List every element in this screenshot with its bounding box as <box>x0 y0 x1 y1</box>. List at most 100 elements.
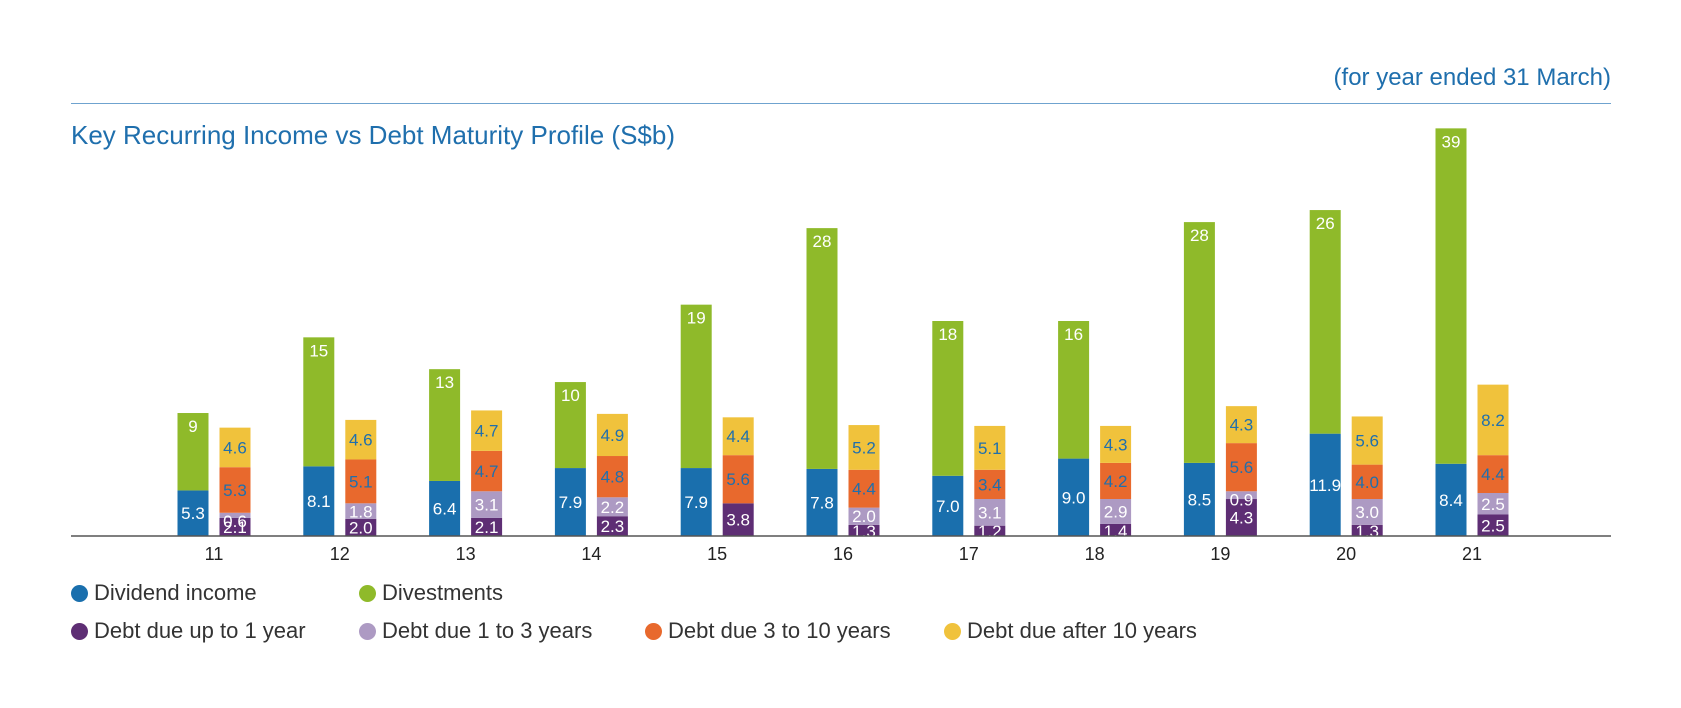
bar-debt-due-3-to-10-years-16 <box>848 469 880 508</box>
data-label-divestments-18: 16 <box>1064 325 1083 344</box>
x-tick-label-18: 18 <box>1085 544 1105 564</box>
data-label-debt-due-after-10-years-19: 4.3 <box>1230 416 1254 435</box>
x-tick-label-14: 14 <box>581 544 601 564</box>
bar-debt-due-3-to-10-years-13 <box>471 450 503 492</box>
data-label-debt-due-3-to-10-years-19: 5.6 <box>1230 458 1254 477</box>
bar-debt-due-1-to-3-years-12 <box>345 503 377 519</box>
data-label-debt-due-up-to-1-year-12: 2.0 <box>349 518 373 537</box>
data-label-debt-due-up-to-1-year-13: 2.1 <box>475 518 499 537</box>
x-tick-label-13: 13 <box>456 544 476 564</box>
bar-dividend-income-14 <box>554 468 586 536</box>
bar-debt-due-3-to-10-years-12 <box>345 459 377 504</box>
legend-item-debt-1-to-3-years: Debt due 1 to 3 years <box>359 618 592 644</box>
bar-dividend-income-11 <box>177 490 209 536</box>
bar-dividend-income-17 <box>932 475 964 536</box>
bar-debt-due-up-to-1-year-14 <box>596 516 628 536</box>
data-label-divestments-21: 39 <box>1442 132 1461 151</box>
data-label-divestments-14: 10 <box>561 386 580 405</box>
data-label-dividend-income-20: 11.9 <box>1309 476 1341 495</box>
legend-label-debt-after-10-years: Debt due after 10 years <box>967 618 1197 643</box>
bar-debt-due-3-to-10-years-19 <box>1225 443 1257 492</box>
bar-debt-due-1-to-3-years-17 <box>974 499 1006 526</box>
data-label-debt-due-3-to-10-years-13: 4.7 <box>475 462 499 481</box>
bar-debt-due-1-to-3-years-21 <box>1477 493 1509 515</box>
bar-divestments-16 <box>806 228 838 469</box>
bar-debt-due-after-10-years-15 <box>722 417 754 456</box>
data-label-debt-due-after-10-years-12: 4.6 <box>349 431 373 450</box>
bar-debt-due-up-to-1-year-19 <box>1225 499 1257 536</box>
x-tick-label-15: 15 <box>707 544 727 564</box>
data-label-divestments-20: 26 <box>1316 214 1335 233</box>
bar-divestments-20 <box>1309 210 1341 434</box>
data-label-debt-due-1-to-3-years-12: 1.8 <box>349 502 373 521</box>
bar-divestments-15 <box>680 304 712 469</box>
data-label-debt-due-3-to-10-years-16: 4.4 <box>852 480 876 499</box>
bar-debt-due-3-to-10-years-21 <box>1477 455 1509 493</box>
bar-debt-due-after-10-years-14 <box>596 413 628 457</box>
legend-item-debt-up-to-1-year: Debt due up to 1 year <box>71 618 306 644</box>
data-label-debt-due-after-10-years-21: 8.2 <box>1481 411 1505 430</box>
bar-debt-due-up-to-1-year-11 <box>219 517 251 536</box>
data-label-debt-due-up-to-1-year-15: 3.8 <box>726 511 750 530</box>
bar-debt-due-1-to-3-years-18 <box>1100 499 1132 524</box>
data-label-debt-due-3-to-10-years-12: 5.1 <box>349 472 373 491</box>
bar-debt-due-after-10-years-20 <box>1351 416 1383 465</box>
data-label-dividend-income-18: 9.0 <box>1062 488 1086 507</box>
data-label-divestments-19: 28 <box>1190 226 1209 245</box>
period-note: (for year ended 31 March) <box>1333 64 1611 91</box>
bar-debt-due-1-to-3-years-19 <box>1225 491 1257 500</box>
data-label-debt-due-up-to-1-year-19: 4.3 <box>1230 509 1254 528</box>
data-label-debt-due-after-10-years-13: 4.7 <box>475 422 499 441</box>
data-label-debt-due-3-to-10-years-14: 4.8 <box>601 468 625 487</box>
bar-dividend-income-21 <box>1435 463 1467 536</box>
bar-dividend-income-19 <box>1183 462 1215 536</box>
data-label-debt-due-1-to-3-years-20: 3.0 <box>1355 503 1379 522</box>
data-label-debt-due-up-to-1-year-18: 1.4 <box>1104 522 1128 541</box>
legend-label-divestments: Divestments <box>382 580 504 605</box>
bar-debt-due-after-10-years-19 <box>1225 406 1257 444</box>
bar-debt-due-after-10-years-11 <box>219 427 251 468</box>
legend-label-debt-3-to-10-years: Debt due 3 to 10 years <box>668 618 891 643</box>
data-label-divestments-11: 9 <box>188 417 197 436</box>
legend-label-dividend-income: Dividend income <box>94 580 257 605</box>
legend-swatch-divestments <box>359 584 376 602</box>
bar-debt-due-3-to-10-years-20 <box>1351 464 1383 500</box>
data-label-dividend-income-13: 6.4 <box>433 499 457 518</box>
data-label-dividend-income-19: 8.5 <box>1188 490 1212 509</box>
bar-debt-due-after-10-years-21 <box>1477 384 1509 456</box>
legend-label-debt-1-to-3-years: Debt due 1 to 3 years <box>382 618 593 643</box>
data-label-debt-due-3-to-10-years-11: 5.3 <box>223 481 247 500</box>
data-label-debt-due-after-10-years-20: 5.6 <box>1355 432 1379 451</box>
legend-swatch-debt-3-to-10-years <box>645 622 662 640</box>
x-tick-label-12: 12 <box>330 544 350 564</box>
data-label-dividend-income-15: 7.9 <box>684 493 708 512</box>
bar-dividend-income-16 <box>806 468 838 536</box>
data-label-divestments-15: 19 <box>687 309 706 328</box>
x-tick-label-17: 17 <box>959 544 979 564</box>
data-label-debt-due-up-to-1-year-21: 2.5 <box>1481 516 1505 535</box>
bar-debt-due-after-10-years-12 <box>345 419 377 460</box>
data-label-debt-due-after-10-years-17: 5.1 <box>978 439 1002 458</box>
bar-debt-due-after-10-years-17 <box>974 425 1006 470</box>
bar-divestments-11 <box>177 413 209 491</box>
bar-debt-due-up-to-1-year-17 <box>974 525 1006 536</box>
bar-debt-due-up-to-1-year-18 <box>1100 523 1132 536</box>
data-label-dividend-income-11: 5.3 <box>181 504 205 523</box>
x-tick-label-16: 16 <box>833 544 853 564</box>
data-label-debt-due-1-to-3-years-19: 0.9 <box>1230 490 1254 509</box>
bar-dividend-income-18 <box>1058 458 1090 536</box>
data-label-debt-due-up-to-1-year-11: 2.1 <box>223 518 247 537</box>
bar-debt-due-up-to-1-year-13 <box>471 517 503 536</box>
bar-debt-due-up-to-1-year-15 <box>722 503 754 536</box>
bar-debt-due-3-to-10-years-14 <box>596 456 628 498</box>
bar-divestments-12 <box>303 337 335 467</box>
bar-debt-due-after-10-years-16 <box>848 425 880 470</box>
bar-divestments-13 <box>429 369 461 481</box>
bar-divestments-17 <box>932 321 964 476</box>
x-tick-label-11: 11 <box>205 544 224 564</box>
bar-debt-due-up-to-1-year-12 <box>345 518 377 536</box>
bar-debt-due-3-to-10-years-18 <box>1100 462 1132 500</box>
data-label-debt-due-up-to-1-year-14: 2.3 <box>601 517 625 536</box>
data-label-dividend-income-14: 7.9 <box>559 493 583 512</box>
data-label-dividend-income-17: 7.0 <box>936 497 960 516</box>
